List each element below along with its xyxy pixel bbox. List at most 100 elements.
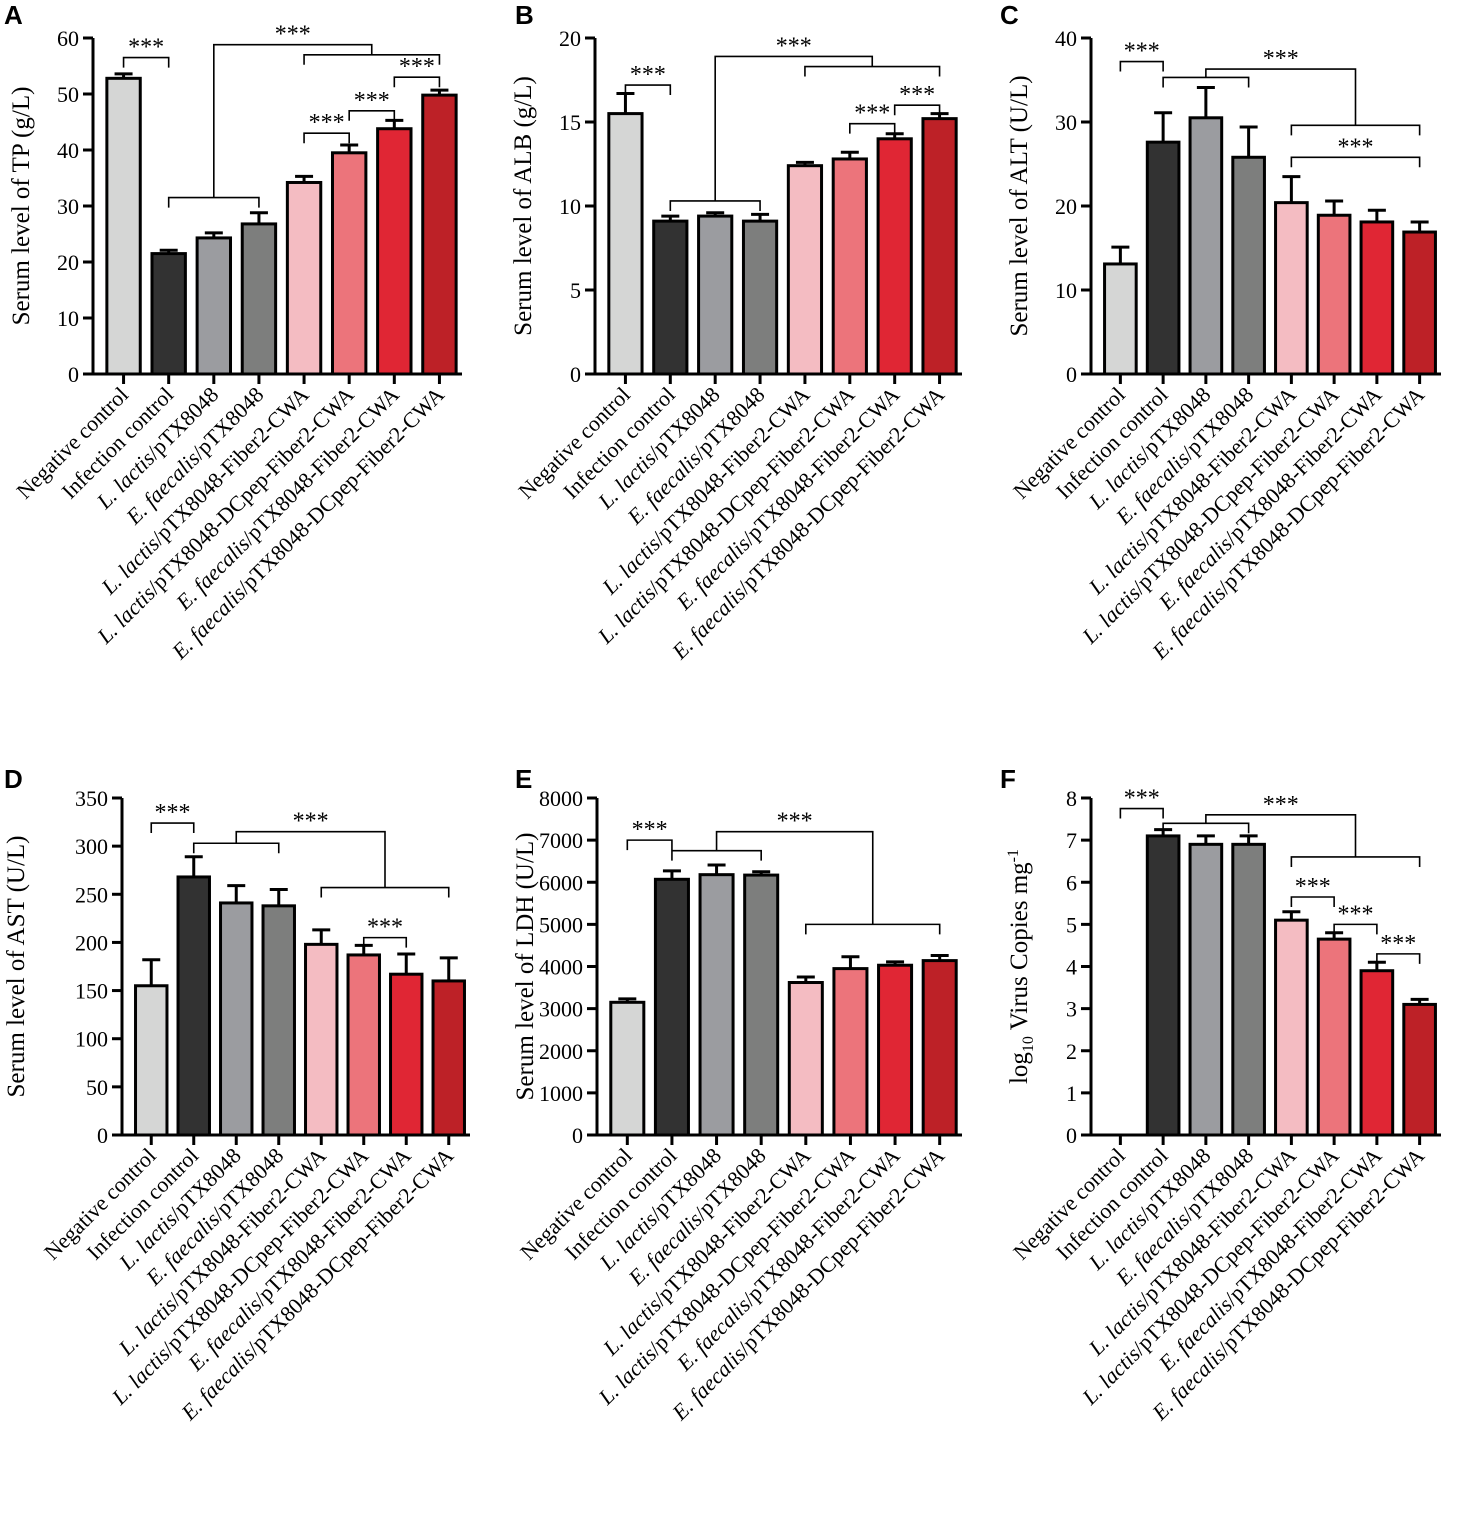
group-bracket [804, 65, 941, 77]
bar-5 [304, 942, 339, 1137]
significance-label: *** [399, 54, 435, 80]
bar-4 [1231, 155, 1266, 376]
y-axis-label: Serum level of AST (U/L) [3, 836, 30, 1098]
y-tick-label: 8 [1066, 786, 1077, 811]
y-tick-label: 15 [559, 110, 581, 135]
y-tick-label: 0 [1066, 362, 1077, 387]
significance-label: *** [367, 915, 403, 941]
bar-4 [261, 904, 296, 1137]
y-tick-label: 6000 [539, 870, 583, 895]
significance-bracket [1333, 923, 1378, 935]
significance-label: *** [1124, 786, 1160, 812]
significance-bracket [1290, 156, 1421, 168]
y-tick-label: 0 [68, 362, 79, 387]
significance-label: *** [854, 101, 890, 127]
significance-label: *** [309, 110, 345, 136]
group-connector [235, 830, 386, 888]
panel-letter: A [4, 0, 23, 30]
significance-bracket [624, 84, 672, 96]
bar-8 [921, 117, 958, 376]
group-bracket [1290, 856, 1421, 867]
bar-1 [609, 1000, 646, 1137]
group-connector [213, 43, 373, 198]
significance-label: *** [128, 35, 164, 61]
bar-7 [877, 963, 914, 1137]
significance-label: *** [777, 809, 813, 835]
significance-label: *** [1338, 901, 1374, 927]
bar-5 [787, 981, 824, 1137]
y-tick-label: 1000 [539, 1081, 583, 1106]
y-tick-label: 50 [86, 1075, 108, 1100]
group-connector [715, 830, 874, 925]
y-tick-label: 2000 [539, 1039, 583, 1064]
y-tick-label: 3 [1066, 997, 1077, 1022]
y-tick-label: 5 [1066, 912, 1077, 937]
significance-bracket [1376, 953, 1421, 964]
bar-6 [330, 151, 368, 376]
y-tick-label: 200 [75, 930, 108, 955]
significance-bracket [122, 56, 170, 68]
significance-label: *** [1380, 931, 1416, 957]
bar-1 [134, 984, 169, 1137]
bar-6 [831, 157, 868, 376]
significance-label: *** [1338, 134, 1374, 160]
y-axis-label: Serum level of TP (g/L) [8, 87, 35, 326]
group-bracket [671, 849, 762, 861]
y-tick-label: 50 [57, 82, 79, 107]
bar-3 [1188, 116, 1224, 376]
y-tick-label: 30 [1055, 110, 1077, 135]
y-tick-label: 60 [57, 26, 79, 51]
y-tick-label: 10 [1055, 278, 1077, 303]
group-bracket [192, 842, 280, 854]
y-axis-label: Serum level of LDH (U/L) [512, 833, 539, 1101]
bar-1 [105, 76, 142, 376]
y-tick-label: 0 [572, 1123, 583, 1148]
y-tick-label: 40 [57, 138, 79, 163]
y-tick-label: 0 [1066, 1123, 1077, 1148]
y-tick-label: 0 [97, 1123, 108, 1148]
bar-2 [1145, 140, 1181, 376]
bar-5 [1274, 201, 1309, 376]
y-tick-label: 2 [1066, 1039, 1077, 1064]
y-tick-label: 300 [75, 834, 108, 859]
y-tick-label: 30 [57, 194, 79, 219]
bar-4 [743, 873, 780, 1137]
bar-8 [1402, 230, 1437, 376]
bar-1 [1103, 262, 1138, 376]
significance-bracket [1119, 60, 1164, 72]
significance-label: *** [1124, 39, 1160, 65]
significance-bracket [1119, 807, 1164, 819]
bar-7 [389, 972, 424, 1137]
y-tick-label: 100 [75, 1027, 108, 1052]
bar-5 [786, 164, 824, 376]
significance-bracket [150, 822, 195, 834]
significance-label: *** [275, 22, 311, 48]
y-tick-label: 6 [1066, 870, 1077, 895]
bar-2 [1145, 834, 1181, 1137]
bar-6 [1316, 937, 1352, 1137]
y-tick-label: 3000 [539, 997, 583, 1022]
y-axis-label: Serum level of ALB (g/L) [510, 76, 537, 336]
bar-6 [346, 953, 381, 1137]
panel-letter: E [515, 764, 532, 794]
chart-panel-e: E010002000300040005000600070008000Negati… [512, 764, 962, 1426]
bar-6 [1316, 213, 1352, 376]
y-tick-label: 4000 [539, 955, 583, 980]
y-tick-label: 10 [559, 194, 581, 219]
significance-bracket [303, 132, 350, 144]
significance-label: *** [632, 817, 668, 843]
bar-3 [195, 236, 233, 376]
y-tick-label: 150 [75, 979, 108, 1004]
bar-3 [219, 901, 254, 1137]
y-tick-label: 20 [559, 26, 581, 51]
significance-label: *** [1295, 874, 1331, 900]
bar-3 [697, 214, 734, 376]
bar-8 [1402, 1002, 1437, 1137]
bar-7 [1359, 220, 1395, 376]
group-bracket [1162, 822, 1250, 834]
significance-label: *** [293, 809, 329, 835]
y-tick-label: 20 [57, 250, 79, 275]
